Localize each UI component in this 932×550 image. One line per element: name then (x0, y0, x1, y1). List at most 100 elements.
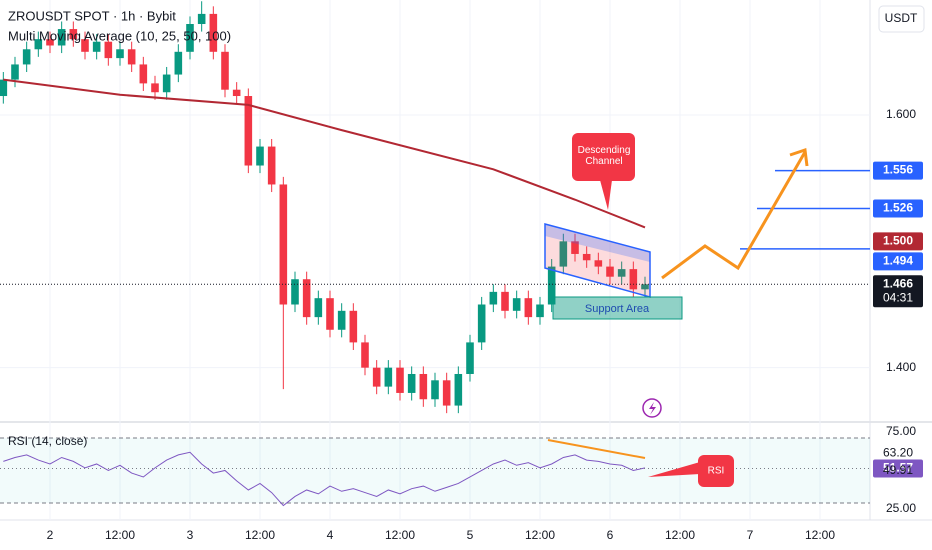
x-tick-label: 12:00 (805, 528, 835, 542)
candle-body (22, 49, 31, 65)
candle-body (34, 39, 43, 50)
candle-body (489, 291, 498, 305)
candle-body (396, 367, 404, 393)
support-label: Support Area (585, 303, 650, 315)
candle-body (454, 373, 463, 406)
rsi-band (0, 437, 870, 503)
x-tick-label: 12:00 (665, 528, 695, 542)
candle-body (104, 41, 113, 59)
candle-body (186, 24, 194, 52)
candle-body (197, 13, 206, 25)
price-label-box (873, 232, 923, 251)
divergence-line (547, 439, 646, 459)
price-label: 1.466 (883, 276, 913, 290)
candle-body (594, 260, 603, 267)
candle-body (221, 51, 229, 90)
candle-body (256, 146, 264, 166)
countdown: 04:31 (883, 290, 913, 304)
callout-pointer (648, 462, 700, 477)
candle-body (209, 13, 218, 52)
rsi-title: RSI (14, close) (8, 434, 87, 448)
rsi-value-box (873, 459, 923, 478)
event-icon-bolt (649, 402, 656, 415)
callout (698, 455, 734, 487)
x-tick-label: 4 (327, 528, 334, 542)
candle-body (617, 269, 626, 277)
x-tick-label: 12:00 (385, 528, 415, 542)
price-label-box (873, 252, 923, 271)
candle-body (349, 310, 358, 343)
rsi-value-label: 49.91 (883, 463, 913, 477)
candle-body (606, 266, 614, 277)
rsi-callout: RSI (708, 466, 725, 477)
candle-body (361, 342, 369, 368)
candle-body (267, 146, 276, 185)
price-label: 1.526 (883, 201, 913, 215)
candle-body (582, 253, 591, 261)
candle-body (571, 241, 579, 254)
candle-body (232, 89, 241, 97)
candle-body (116, 49, 124, 59)
candle-body (524, 298, 533, 318)
candle-body (127, 49, 136, 65)
candle-body (57, 29, 66, 46)
y-tick-label: 1.400 (886, 360, 916, 374)
x-tick-label: 3 (187, 528, 194, 542)
price-label-box (873, 161, 923, 180)
candle-body (501, 291, 509, 311)
candle-body (442, 380, 451, 406)
candle-body (291, 279, 299, 305)
candle-body (139, 64, 148, 84)
channel-fill (545, 224, 650, 262)
x-tick-label: 12:00 (525, 528, 555, 542)
x-tick-label: 7 (747, 528, 754, 542)
channel-callout: Descending Channel (577, 145, 631, 167)
candle-body (302, 279, 311, 318)
candle-body (279, 184, 288, 305)
candle-body (547, 266, 556, 305)
candle-body (536, 304, 544, 318)
candle-body (11, 64, 19, 80)
rsi-value-label: 63.20 (883, 445, 913, 459)
currency: USDT (885, 11, 918, 25)
candle-body (326, 298, 334, 330)
candle-body (162, 74, 171, 93)
candle-body (641, 284, 649, 290)
candle-body (92, 41, 101, 52)
rsi-line (3, 451, 646, 507)
candle-body (512, 298, 521, 311)
y-tick-label: 75.00 (886, 424, 916, 438)
price-label: 1.500 (883, 233, 913, 247)
candle-body (466, 342, 474, 374)
candle-body (384, 367, 393, 387)
price-label-box (873, 199, 923, 218)
candle-body (81, 39, 89, 52)
candle-body (151, 83, 159, 93)
candle-body (314, 298, 323, 318)
candle-body (477, 304, 486, 343)
candle-body (46, 39, 54, 46)
candle-body (174, 51, 183, 75)
currency-box[interactable] (878, 5, 925, 33)
candle-body (244, 96, 253, 166)
rsi-value-label: 51.57 (883, 461, 913, 475)
x-tick-label: 6 (607, 528, 614, 542)
callout (572, 133, 635, 181)
x-tick-label: 12:00 (245, 528, 275, 542)
candle-body (372, 367, 381, 387)
y-tick-label: 1.600 (886, 107, 916, 121)
indicator-title: Multi Moving Average (10, 25, 50, 100) (8, 28, 231, 43)
support-area (552, 296, 683, 320)
candle-body (0, 79, 8, 97)
y-tick-label: 25.00 (886, 501, 916, 515)
candle-body (419, 373, 428, 400)
projection-arrow (661, 151, 807, 280)
moving-average (3, 78, 646, 229)
x-tick-label: 2 (47, 528, 54, 542)
callout-pointer (600, 180, 612, 210)
price-label: 1.494 (883, 253, 913, 267)
x-tick-label: 12:00 (105, 528, 135, 542)
price-label: 1.556 (883, 163, 913, 177)
panes: 2 12:00 3 12:00 4 12:00 5 12:00 6 12:00 7 12:00 1.40… (0, 0, 923, 542)
